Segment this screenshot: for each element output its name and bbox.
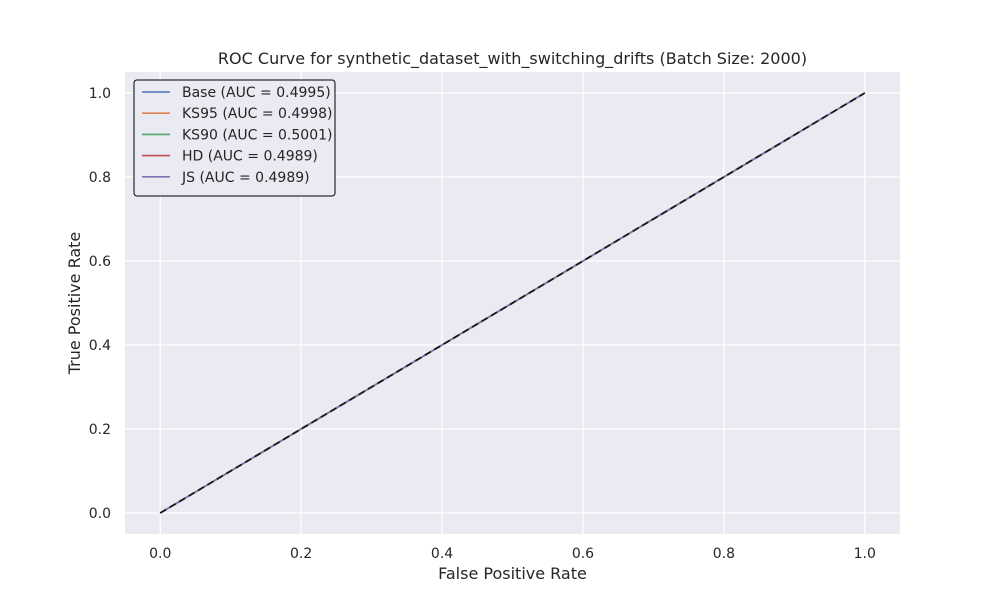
legend-entry-label: Base (AUC = 0.4995) [182, 85, 331, 101]
y-tick-label: 0.4 [89, 338, 111, 354]
chart-title: ROC Curve for synthetic_dataset_with_swi… [218, 49, 807, 69]
x-tick-label: 0.4 [431, 546, 453, 562]
x-tick-label: 0.0 [149, 546, 171, 562]
grid-lines [125, 72, 900, 534]
legend-entry-label: JS (AUC = 0.4989) [181, 170, 310, 186]
legend: Base (AUC = 0.4995) KS95 (AUC = 0.4998) KS… [133, 79, 336, 197]
x-tick-label: 0.6 [572, 546, 594, 562]
x-tick-label: 1.0 [854, 546, 876, 562]
y-axis-label: True Positive Rate [65, 232, 84, 376]
y-tick-label: 0.6 [89, 254, 111, 270]
x-tick-label: 0.8 [713, 546, 735, 562]
x-tick-label: 0.2 [290, 546, 312, 562]
legend-box [133, 79, 336, 197]
tick-labels: 0.0 0.2 0.4 0.6 0.8 1.0 0.0 0.2 0.4 0.6 0.8 1.0 [89, 86, 876, 562]
reference-diagonal-line [159, 92, 866, 514]
legend-entry-label: KS90 (AUC = 0.5001) [182, 127, 332, 143]
y-tick-label: 0.8 [89, 170, 111, 186]
x-axis-label: False Positive Rate [438, 564, 587, 583]
series-lines [159, 92, 866, 514]
legend-entry-label: HD (AUC = 0.4989) [182, 149, 318, 165]
y-tick-label: 0.2 [89, 422, 111, 438]
legend-entry-label: KS95 (AUC = 0.4998) [182, 106, 332, 122]
y-tick-label: 1.0 [89, 86, 111, 102]
y-tick-label: 0.0 [89, 506, 111, 522]
